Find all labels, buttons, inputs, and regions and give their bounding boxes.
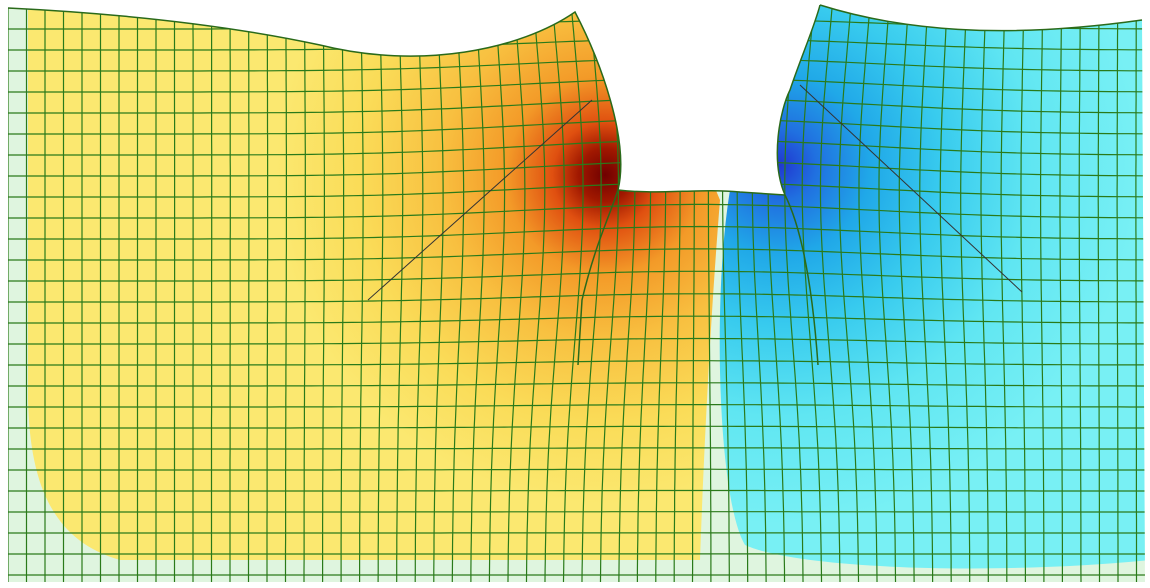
- mesh-plot: [0, 0, 1150, 588]
- grid-line: [0, 0, 1150, 8]
- page: (() => { const data = JSON.parse(documen…: [0, 0, 1150, 588]
- mesh-body: [0, 0, 1150, 588]
- grid-line: [0, 491, 1150, 492]
- grid-line: [267, 0, 268, 588]
- cool-region: [720, 0, 1150, 568]
- grid-line: [1136, 0, 1137, 588]
